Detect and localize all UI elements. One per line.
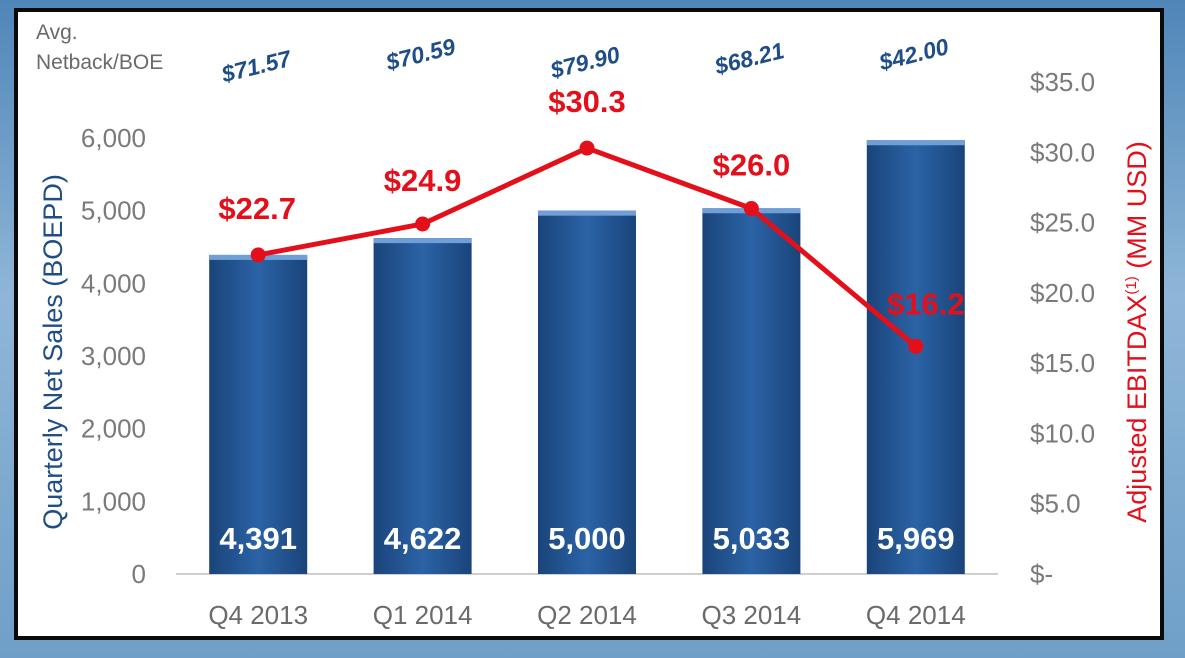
bar-value-label: 5,969 <box>877 521 955 556</box>
y-right-tick-label: $10.0 <box>1030 418 1095 448</box>
bar-value-label: 4,622 <box>384 521 462 556</box>
y-right-tick-label: $25.0 <box>1030 208 1095 238</box>
netback-label-line1: Avg. <box>36 21 78 44</box>
bar-highlight <box>866 140 965 146</box>
ebitdax-value-label: $24.9 <box>384 163 462 198</box>
x-tick-label: Q4 2014 <box>866 600 966 630</box>
netback-value: $70.59 <box>382 33 458 76</box>
x-tick-label: Q1 2014 <box>373 600 473 630</box>
y-right-tick-label: $35.0 <box>1030 67 1095 97</box>
y-right-tick-label: $- <box>1030 559 1053 589</box>
ebitdax-point <box>743 201 759 217</box>
netback-value: $42.00 <box>876 33 952 76</box>
y-right-tick-label: $5.0 <box>1030 489 1081 519</box>
bar-value-label: 5,033 <box>713 521 791 556</box>
y-left-tick-label: 4,000 <box>81 268 146 298</box>
y-right-tick-label: $30.0 <box>1030 137 1095 167</box>
y-left-tick-label: 2,000 <box>81 414 146 444</box>
x-tick-label: Q2 2014 <box>537 600 637 630</box>
netback-value: $68.21 <box>711 37 787 79</box>
ebitdax-value-label: $26.0 <box>713 148 791 183</box>
bar-highlight <box>373 238 472 244</box>
y-right-tick-label: $20.0 <box>1030 278 1095 308</box>
netback-value: $79.90 <box>547 41 623 84</box>
bar-value-label: 5,000 <box>548 521 626 556</box>
y-axis-right-label: Adjusted EBITDAX(1) (MM USD) <box>1122 141 1152 522</box>
ebitdax-point <box>250 247 266 263</box>
chart-frame: Avg. Netback/BOE Quarterly Net Sales (BO… <box>14 8 1164 640</box>
bar <box>538 210 636 574</box>
ebitdax-point <box>415 216 431 232</box>
x-tick-label: Q4 2013 <box>208 600 308 630</box>
y-left-tick-label: 3,000 <box>81 341 146 371</box>
ebitdax-value-label: $30.3 <box>548 84 626 119</box>
y-left-tick-label: 6,000 <box>81 123 146 153</box>
bar <box>373 238 472 574</box>
combo-chart: Avg. Netback/BOE Quarterly Net Sales (BO… <box>36 21 1152 630</box>
ebitdax-point <box>579 140 595 156</box>
y-left-tick-label: 1,000 <box>81 486 146 516</box>
x-tick-label: Q3 2014 <box>702 600 802 630</box>
y-left-tick-label: 0 <box>132 559 146 589</box>
bar <box>209 254 308 575</box>
bar <box>866 140 965 574</box>
y-left-tick-label: 5,000 <box>81 196 146 226</box>
ebitdax-value-label: $22.7 <box>218 191 296 226</box>
y-axis-left-label: Quarterly Net Sales (BOEPD) <box>38 174 68 530</box>
y-right-tick-label: $15.0 <box>1030 348 1095 378</box>
ebitdax-value-label: $16.2 <box>887 286 965 321</box>
netback-value: $71.57 <box>218 45 295 88</box>
bar-value-label: 4,391 <box>219 521 297 556</box>
bar-highlight <box>538 210 636 216</box>
ebitdax-point <box>908 338 924 354</box>
netback-label-line2: Netback/BOE <box>36 51 163 74</box>
bar <box>702 208 801 574</box>
